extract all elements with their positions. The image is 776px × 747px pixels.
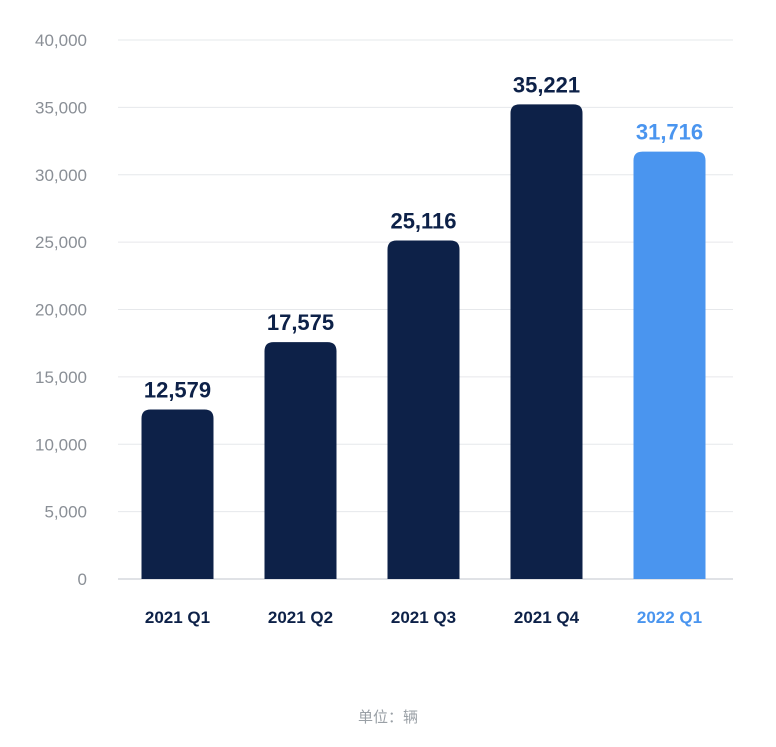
x-category-label: 2021 Q2: [268, 608, 333, 627]
x-category-label: 2021 Q1: [145, 608, 210, 627]
bar-value-label: 35,221: [513, 72, 580, 97]
x-category-label: 2021 Q3: [391, 608, 456, 627]
bar-value-label: 25,116: [390, 209, 456, 234]
x-category-label: 2022 Q1: [637, 608, 702, 627]
bar-value-label: 31,716: [636, 120, 703, 145]
x-category-label: 2021 Q4: [514, 608, 580, 627]
y-tick-label: 5,000: [44, 503, 87, 522]
y-tick-label: 20,000: [35, 301, 87, 320]
y-tick-label: 35,000: [35, 98, 87, 117]
y-tick-label: 10,000: [35, 435, 87, 454]
y-tick-label: 30,000: [35, 166, 87, 185]
bar: [141, 409, 214, 579]
unit-note: 单位：辆: [357, 708, 418, 726]
bar-value-label: 17,575: [267, 310, 334, 335]
bar: [387, 240, 460, 580]
bar: [510, 104, 583, 579]
bar-value-label: 12,579: [144, 377, 211, 402]
bar: [264, 342, 337, 579]
y-tick-label: 40,000: [35, 31, 87, 50]
y-tick-label: 25,000: [35, 233, 87, 252]
bar: [633, 151, 706, 580]
y-tick-label: 0: [78, 570, 87, 589]
y-tick-label: 15,000: [35, 368, 87, 387]
